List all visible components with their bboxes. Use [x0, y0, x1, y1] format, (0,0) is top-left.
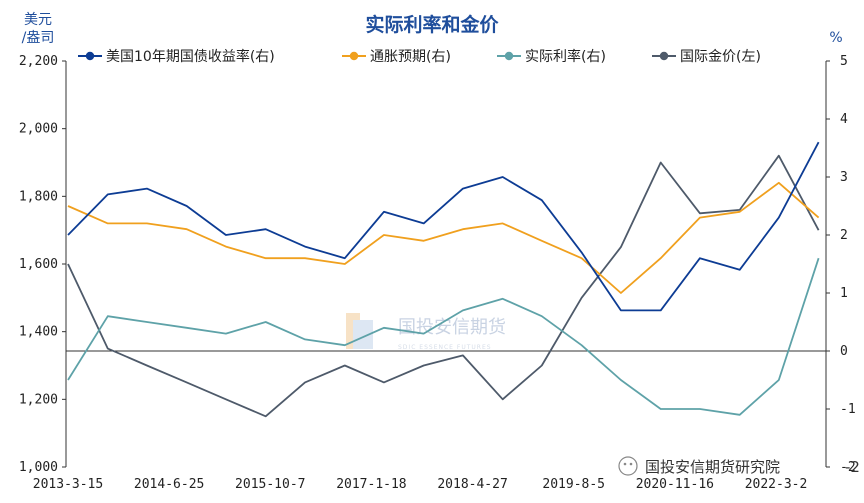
x-tick-label: 2014-6-25 — [134, 477, 204, 492]
left-unit-line1: 美元 — [24, 12, 52, 28]
y-right-tick-label: 4 — [840, 112, 848, 127]
legend-label: 国际金价(左) — [680, 49, 761, 65]
y-axis-right-ticks: -2 -1 0 1 2 3 4 5 — [826, 54, 856, 475]
x-tick-label: 2022-3-2 — [745, 477, 808, 492]
y-left-tick-label: 1,000 — [19, 460, 58, 475]
series-line-2 — [67, 257, 820, 416]
y-left-tick-label: 2,000 — [19, 122, 58, 137]
axes — [65, 61, 827, 467]
legend-marker — [85, 51, 95, 61]
x-tick-label: 2019-8-5 — [542, 477, 605, 492]
legend-marker — [659, 51, 669, 61]
x-tick-label: 2015-10-7 — [235, 477, 305, 492]
y-left-tick-label: 1,600 — [19, 257, 58, 272]
y-left-tick-label: 1,400 — [19, 325, 58, 340]
legend: 美国10年期国债收益率(右) 通胀预期(右) 实际利率(右) 国际金价(左) — [78, 48, 761, 65]
chart-title: 实际利率和金价 — [365, 13, 499, 36]
right-unit: % — [829, 30, 842, 46]
series-line-0 — [67, 141, 820, 312]
credit: 国投安信期货研究院 -2 — [618, 456, 860, 476]
svg-text:-2: -2 — [845, 458, 860, 476]
series-line-3 — [67, 154, 820, 418]
x-tick-label: 2017-1-18 — [336, 477, 406, 492]
legend-label: 通胀预期(右) — [370, 49, 451, 65]
y-right-tick-label: 1 — [840, 286, 848, 301]
legend-label: 实际利率(右) — [525, 48, 606, 65]
x-tick-label: 2020-11-16 — [636, 477, 714, 492]
y-left-tick-label: 1,200 — [19, 392, 58, 407]
y-right-tick-label: 3 — [840, 170, 848, 185]
legend-label: 美国10年期国债收益率(右) — [106, 48, 275, 65]
watermark-subtext: SDIC ESSENCE FUTURES — [398, 344, 492, 351]
legend-marker — [349, 51, 359, 61]
x-tick-label: 2018-4-27 — [437, 477, 507, 492]
series-lines — [67, 141, 820, 418]
y-right-tick-label: -1 — [840, 402, 856, 417]
wechat-icon — [618, 456, 638, 476]
y-axis-left-ticks: 1,000 1,200 1,400 1,600 1,800 2,000 2,200 — [19, 54, 66, 475]
series-line-1 — [67, 181, 820, 294]
x-axis-ticks: 2013-3-15 2014-6-25 2015-10-7 2017-1-18 2018… — [33, 477, 808, 492]
y-right-tick-label: 2 — [840, 228, 848, 243]
y-left-tick-label: 2,200 — [19, 54, 58, 69]
watermark-text: 国投安信期货 — [398, 317, 506, 338]
y-right-tick-label: 5 — [840, 54, 848, 69]
credit-text: 国投安信期货研究院 — [645, 458, 780, 476]
y-left-tick-label: 1,800 — [19, 189, 58, 204]
y-right-tick-label: -2 — [840, 460, 856, 475]
left-unit-line2: /盎司 — [22, 30, 55, 46]
x-tick-label: 2013-3-15 — [33, 477, 103, 492]
legend-marker — [504, 51, 514, 61]
y-right-tick-label: 0 — [840, 344, 848, 359]
